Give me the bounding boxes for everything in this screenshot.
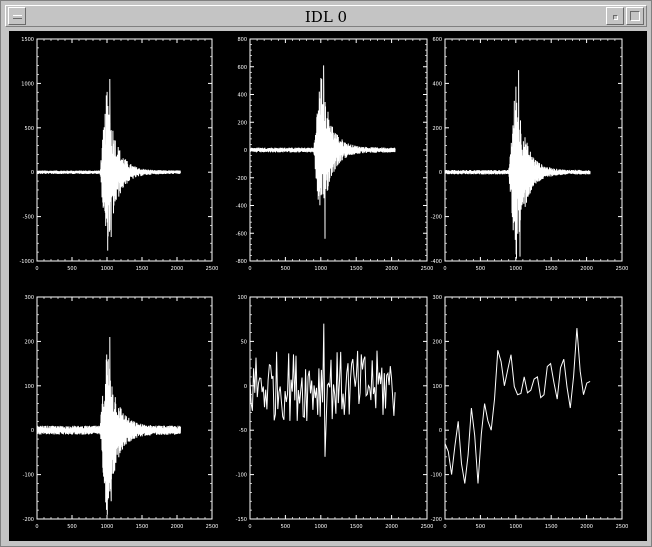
y-tick-label: 200 [432,339,442,345]
y-tick-label: 400 [432,81,442,87]
plot-frame-1 [36,38,213,262]
x-tick-label: 500 [281,524,291,530]
plot-frame-5 [249,296,428,520]
y-tick-label: -150 [236,517,247,523]
x-tick-label: 2000 [385,524,398,530]
x-tick-label: 2000 [385,266,398,272]
minimize-button[interactable] [606,7,624,25]
plot-frame-4 [36,296,213,520]
x-tick-label: 0 [443,266,446,272]
y-tick-label: 0 [244,148,247,154]
y-tick-label: 600 [432,37,442,43]
y-tick-label: -400 [431,259,442,265]
plots-svg: 0 500 1000 1500 2000 2500-1000-50005001000150… [19,37,629,530]
y-tick-label: -200 [431,517,442,523]
x-tick-label: 0 [248,266,251,272]
title-bar[interactable]: IDL 0 [5,5,647,27]
x-tick-label: 0 [35,524,38,530]
series-line-6 [444,328,591,484]
x-tick-label: 500 [67,524,77,530]
plot-canvas: 0 500 1000 1500 2000 2500 -1000 -500 0 500 1000 150… [9,31,647,541]
window-menu-icon [13,15,22,19]
y-tick-label: 0 [439,428,442,434]
window-title: IDL 0 [304,8,348,26]
y-tick-label: 0 [439,170,442,176]
y-tick-label: 800 [237,37,247,43]
window-menu-button[interactable] [8,7,26,25]
x-tick-label: 2500 [616,266,629,272]
series-line-1 [36,78,181,251]
series-line-2 [249,65,396,239]
maximize-icon [630,11,640,21]
x-tick-label: 2500 [421,524,434,530]
x-tick-label: 500 [67,266,77,272]
x-tick-label: 1000 [509,524,522,530]
y-tick-label: -100 [236,473,247,479]
y-tick-label: 300 [24,295,34,301]
x-tick-label: 1500 [350,266,363,272]
y-tick-label: -400 [236,204,247,210]
x-tick-label: 1500 [545,524,558,530]
x-tick-label: 2000 [580,524,593,530]
x-tick-label: 500 [281,266,291,272]
y-tick-label: 100 [24,384,34,390]
y-tick-label: 0 [31,428,34,434]
plot-frame-6 [444,296,623,520]
y-tick-label: -200 [236,176,247,182]
plot-frame-3 [444,38,623,262]
y-tick-label: -800 [236,259,247,265]
y-tick-label: 600 [237,65,247,71]
x-tick-label: 0 [248,524,251,530]
y-tick-label: -50 [239,428,247,434]
y-tick-label: 200 [237,120,247,126]
y-tick-label: -200 [23,517,34,523]
x-tick-label: 0 [443,524,446,530]
x-tick-label: 1500 [545,266,558,272]
x-tick-label: 1000 [314,524,327,530]
series-line-3 [444,70,591,259]
y-tick-label: 1500 [21,37,34,43]
x-tick-label: 2500 [616,524,629,530]
y-tick-label: 200 [432,126,442,132]
x-tick-label: 0 [35,266,38,272]
y-tick-label: 500 [24,126,34,132]
y-tick-label: -500 [23,215,34,221]
series-line-4 [36,336,181,515]
y-tick-label: -600 [236,231,247,237]
y-tick-label: 300 [432,295,442,301]
x-tick-label: 1500 [136,524,149,530]
x-tick-label: 2500 [206,524,219,530]
y-tick-label: -100 [431,473,442,479]
y-tick-label: 0 [244,384,247,390]
series-line-5 [249,323,396,457]
x-tick-label: 1500 [136,266,149,272]
y-tick-label: 400 [237,93,247,99]
y-tick-label: 100 [432,384,442,390]
x-tick-label: 500 [476,266,486,272]
x-tick-label: 1000 [101,266,114,272]
y-tick-label: 1000 [21,81,34,87]
x-tick-label: 1000 [101,524,114,530]
y-tick-label: -1000 [19,259,34,265]
y-tick-label: 100 [237,295,247,301]
x-tick-label: 2000 [171,524,184,530]
x-tick-label: 1000 [509,266,522,272]
y-tick-label: 50 [241,339,247,345]
y-tick-label: -100 [23,473,34,479]
y-tick-label: 0 [31,170,34,176]
x-tick-label: 2000 [580,266,593,272]
x-tick-label: 500 [476,524,486,530]
minimize-icon [613,15,618,20]
x-tick-label: 1000 [314,266,327,272]
x-tick-label: 2500 [206,266,219,272]
x-tick-label: 2000 [171,266,184,272]
y-tick-label: -200 [431,215,442,221]
x-tick-label: 2500 [421,266,434,272]
maximize-button[interactable] [626,7,644,25]
x-tick-label: 1500 [350,524,363,530]
y-tick-label: 200 [24,339,34,345]
